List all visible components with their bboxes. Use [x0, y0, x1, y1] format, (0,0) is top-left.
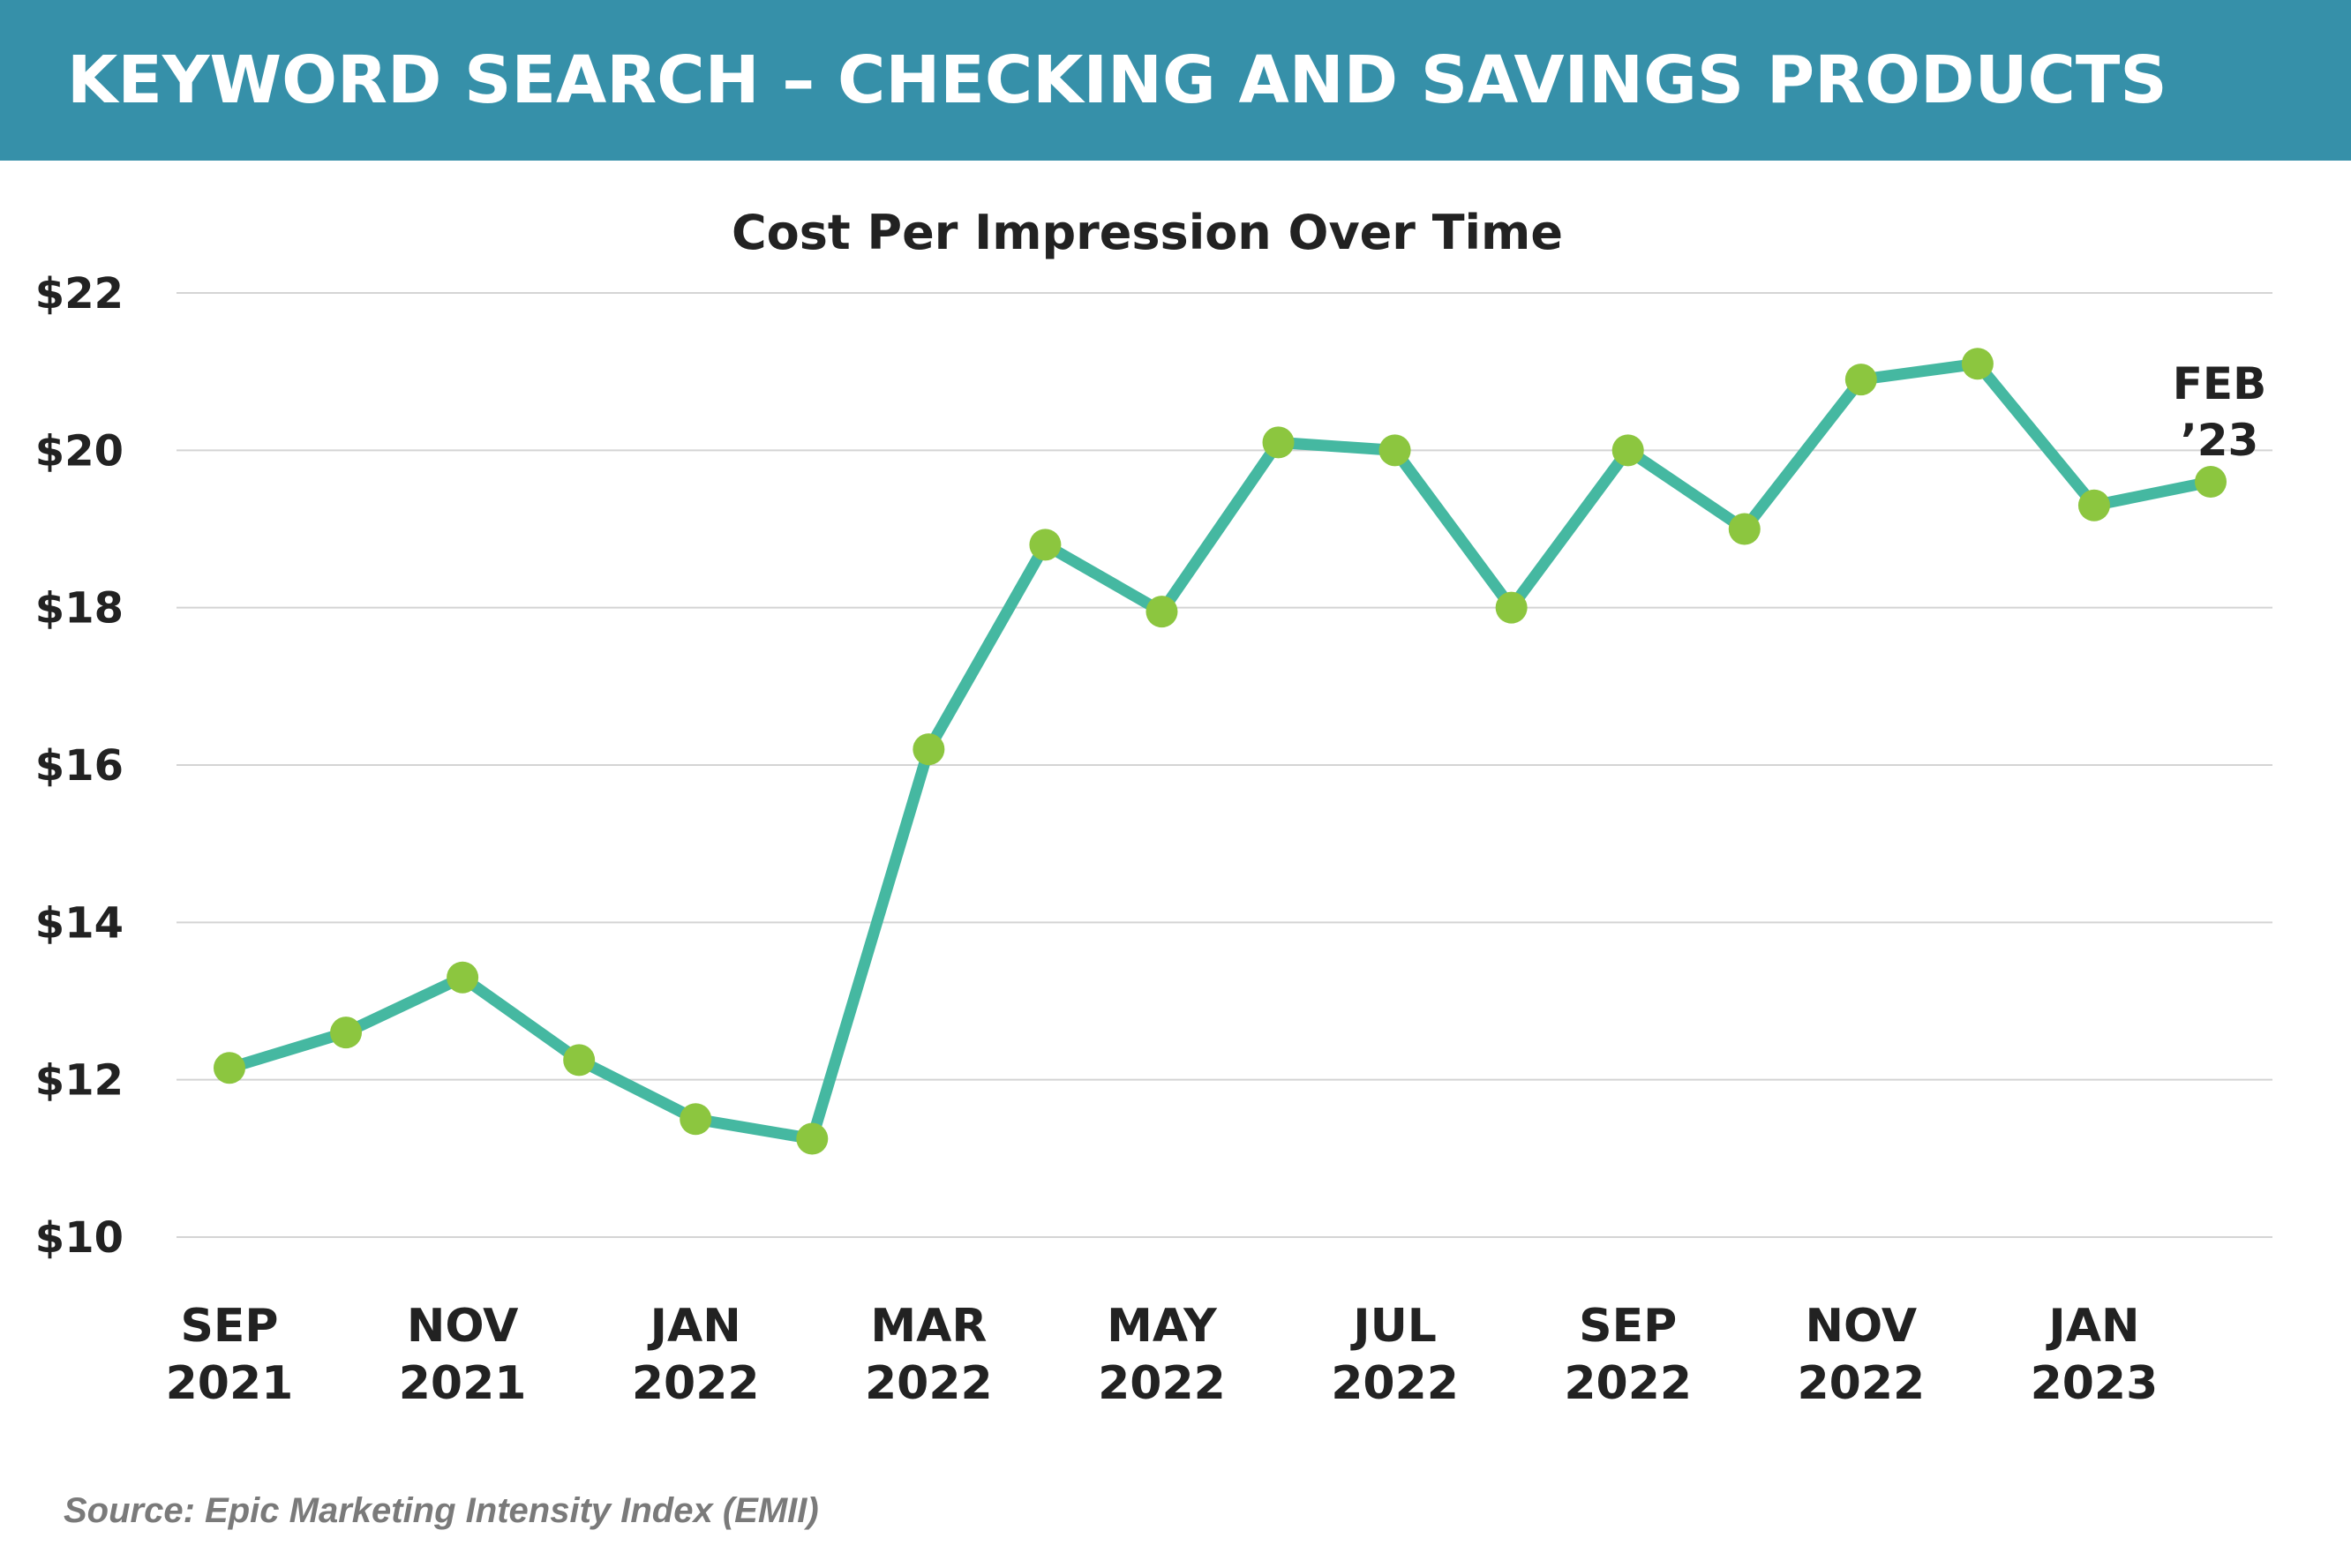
x-tick-label-year: 2021: [166, 1357, 294, 1410]
x-axis: SEP2021NOV2021JAN2022MAR2022MAY2022JUL20…: [166, 1300, 2159, 1410]
annotation-year: ’23: [2181, 415, 2259, 466]
series-path: [223, 357, 2217, 1145]
data-points: [214, 348, 2227, 1155]
x-tick-label-month: MAY: [1107, 1300, 1218, 1353]
data-point: [1378, 434, 1411, 467]
x-tick-label-year: 2022: [865, 1357, 993, 1410]
line-chart: Cost Per Impression Over Time $10$12$14$…: [35, 205, 2272, 1410]
source-note: Source: Epic Marketing Intensity Index (…: [64, 1491, 819, 1530]
x-tick-label-year: 2022: [1098, 1357, 1226, 1410]
gridlines: [177, 292, 2272, 1238]
x-tick-label-year: 2022: [1564, 1357, 1692, 1410]
data-point: [563, 1044, 596, 1077]
annotation: FEB ’23: [2173, 358, 2266, 466]
chart-title: Cost Per Impression Over Time: [732, 205, 1563, 260]
data-point: [913, 733, 945, 766]
x-tick-label-month: SEP: [1579, 1300, 1677, 1353]
data-point: [1961, 348, 1994, 380]
page-title: KEYWORD SEARCH – CHECKING AND SAVINGS PR…: [67, 42, 2167, 118]
x-tick-label-year: 2022: [1797, 1357, 1925, 1410]
series-line: [223, 357, 2217, 1145]
data-point: [680, 1103, 712, 1136]
y-tick-label: $18: [35, 584, 124, 634]
x-tick-label-year: 2023: [2031, 1357, 2159, 1410]
data-point: [214, 1052, 245, 1084]
x-tick-label-month: JAN: [2046, 1300, 2139, 1353]
x-tick-label-month: MAR: [870, 1300, 987, 1353]
x-tick-label-month: NOV: [1806, 1300, 1918, 1353]
data-point: [1495, 591, 1528, 624]
x-tick-label-year: 2022: [632, 1357, 760, 1410]
x-tick-label-year: 2022: [1331, 1357, 1459, 1410]
x-tick-label-month: JAN: [648, 1300, 741, 1353]
y-tick-label: $10: [35, 1213, 124, 1263]
y-tick-label: $12: [35, 1056, 124, 1106]
y-axis: $10 $12 $14 $16 $18 $20 $22: [35, 269, 124, 1263]
x-tick-label-month: SEP: [180, 1300, 278, 1353]
x-tick-label-year: 2021: [399, 1357, 527, 1410]
data-point: [2195, 466, 2227, 498]
y-tick-label: $14: [35, 898, 124, 948]
data-point: [1262, 426, 1295, 459]
y-tick-label: $16: [35, 741, 124, 791]
data-point: [330, 1017, 363, 1049]
data-point: [2077, 489, 2110, 521]
data-point: [1728, 513, 1761, 545]
data-point: [447, 961, 479, 994]
data-point: [1611, 434, 1644, 467]
data-point: [1844, 364, 1877, 396]
data-point: [1145, 596, 1178, 628]
x-tick-label-month: NOV: [407, 1300, 519, 1353]
data-point: [1029, 529, 1062, 561]
y-tick-label: $22: [35, 269, 124, 319]
data-point: [796, 1122, 829, 1155]
y-tick-label: $20: [35, 426, 124, 476]
annotation-month: FEB: [2173, 358, 2266, 409]
x-tick-label-month: JUL: [1350, 1300, 1437, 1353]
header-banner: KEYWORD SEARCH – CHECKING AND SAVINGS PR…: [0, 0, 2351, 161]
